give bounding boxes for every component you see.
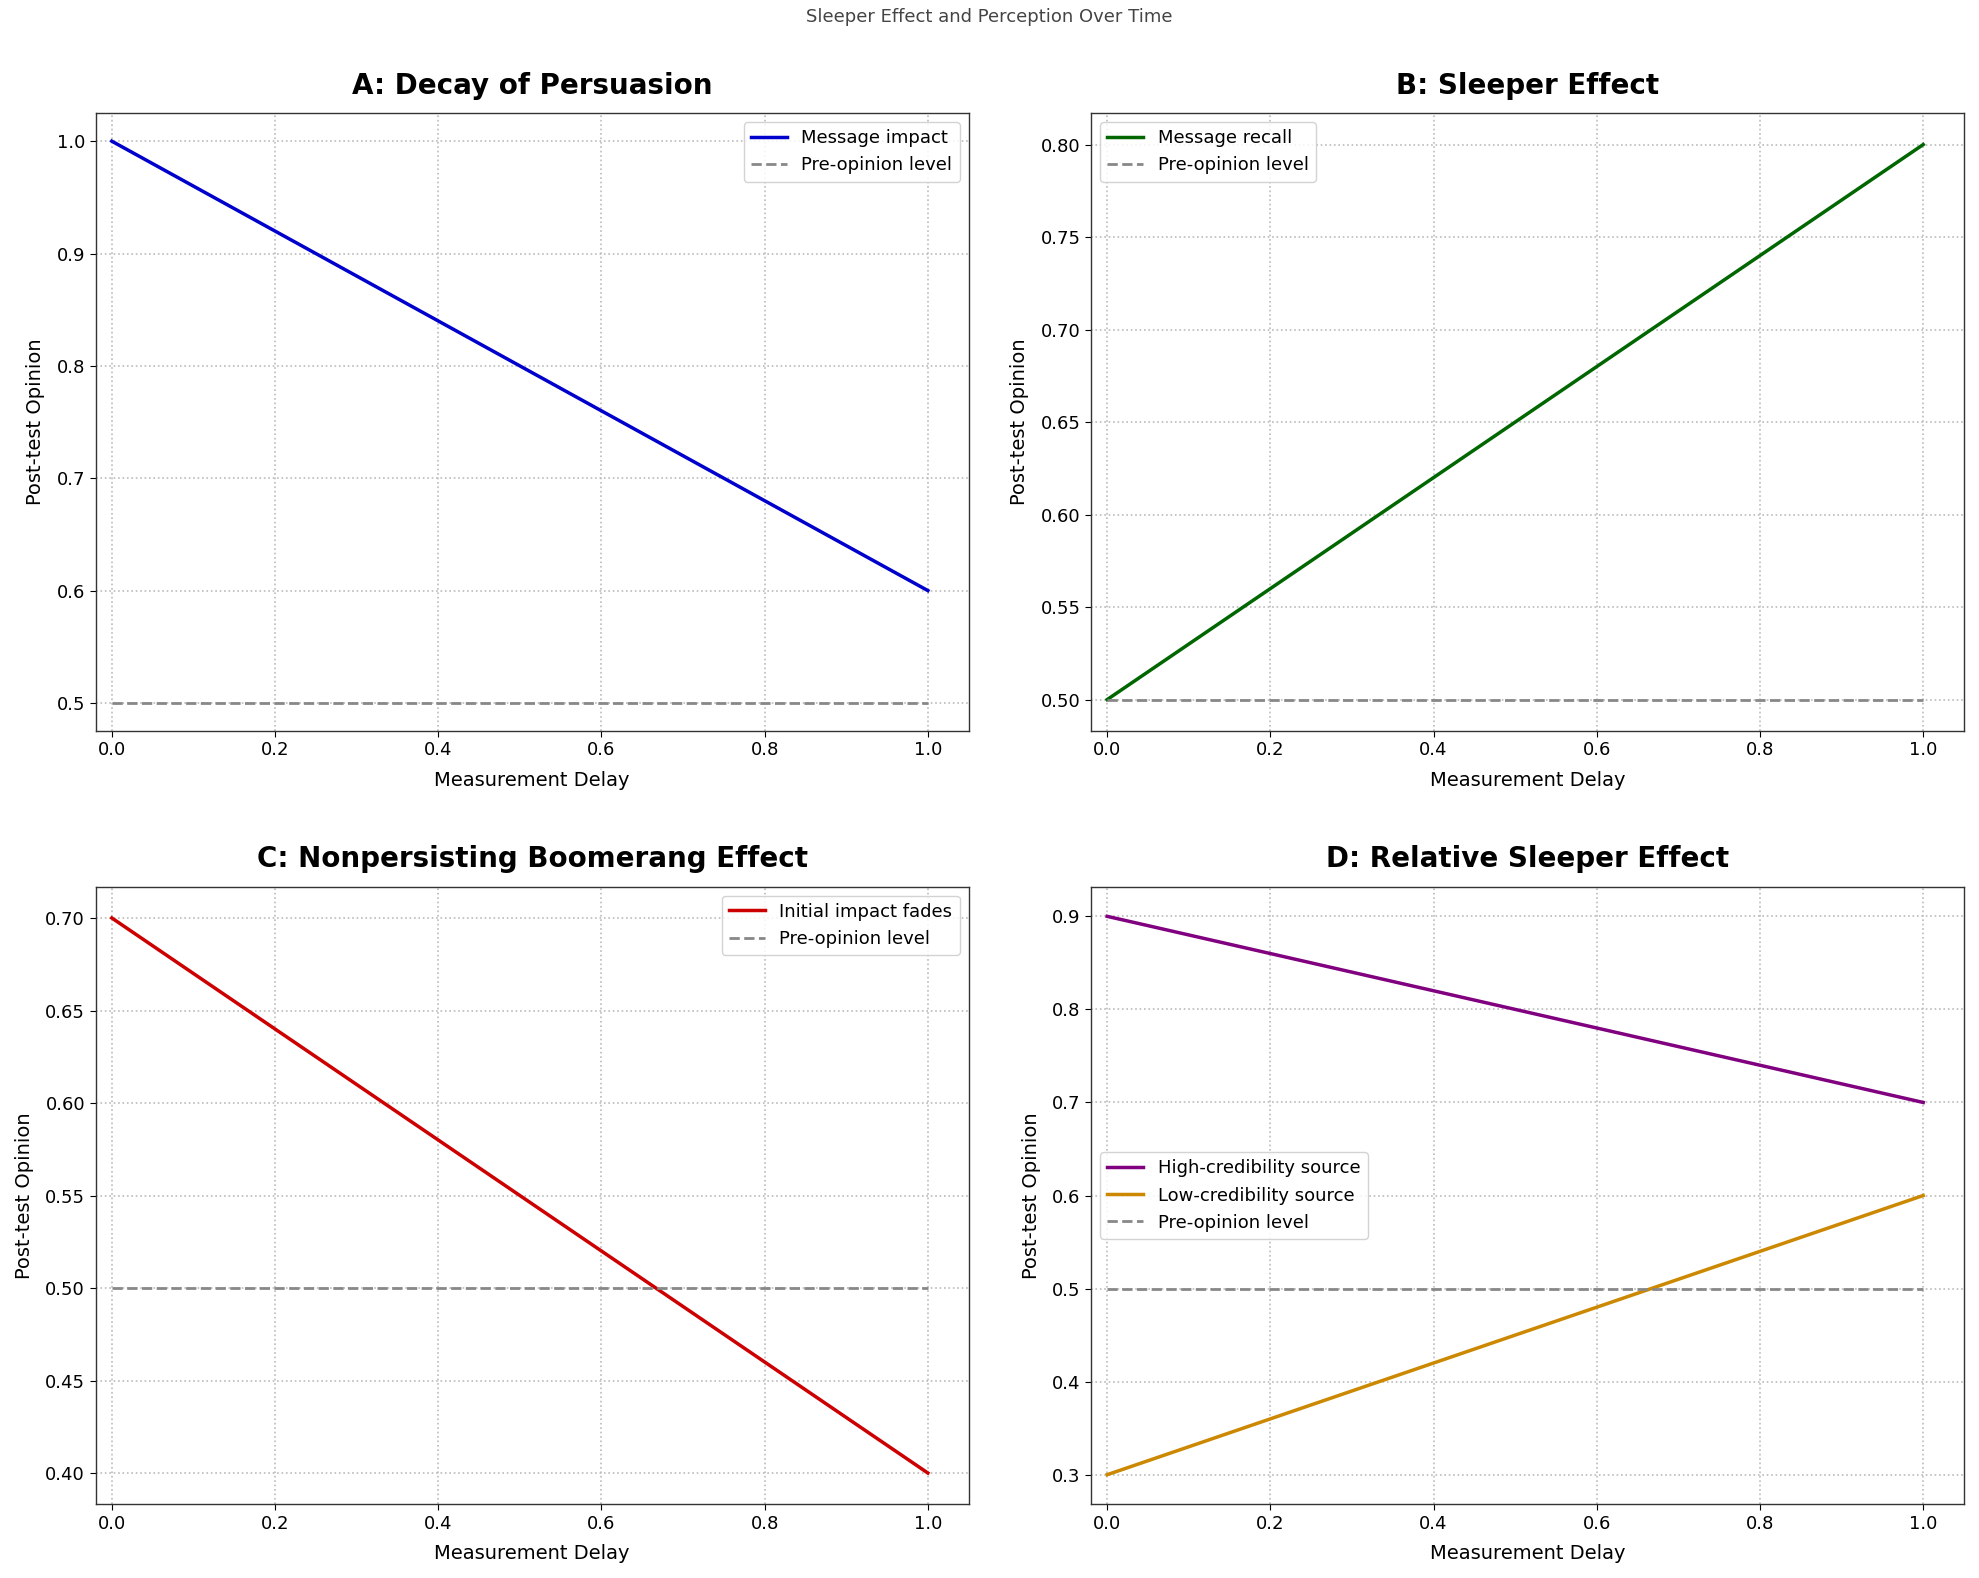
Y-axis label: Post-test Opinion: Post-test Opinion [16, 1112, 34, 1278]
Y-axis label: Post-test Opinion: Post-test Opinion [1021, 1112, 1041, 1278]
X-axis label: Measurement Delay: Measurement Delay [433, 1543, 629, 1562]
Text: Sleeper Effect and Perception Over Time: Sleeper Effect and Perception Over Time [805, 8, 1174, 25]
X-axis label: Measurement Delay: Measurement Delay [1429, 1543, 1625, 1562]
Legend: Initial impact fades, Pre-opinion level: Initial impact fades, Pre-opinion level [722, 896, 960, 955]
Title: A: Decay of Persuasion: A: Decay of Persuasion [352, 71, 712, 99]
Legend: Message impact, Pre-opinion level: Message impact, Pre-opinion level [744, 122, 960, 181]
X-axis label: Measurement Delay: Measurement Delay [1429, 770, 1625, 789]
Legend: High-credibility source, Low-credibility source, Pre-opinion level: High-credibility source, Low-credibility… [1100, 1152, 1367, 1239]
X-axis label: Measurement Delay: Measurement Delay [433, 770, 629, 789]
Y-axis label: Post-test Opinion: Post-test Opinion [1011, 339, 1029, 505]
Title: D: Relative Sleeper Effect: D: Relative Sleeper Effect [1326, 846, 1730, 873]
Legend: Message recall, Pre-opinion level: Message recall, Pre-opinion level [1100, 122, 1316, 181]
Title: B: Sleeper Effect: B: Sleeper Effect [1395, 71, 1658, 99]
Y-axis label: Post-test Opinion: Post-test Opinion [26, 339, 46, 505]
Title: C: Nonpersisting Boomerang Effect: C: Nonpersisting Boomerang Effect [257, 846, 807, 873]
